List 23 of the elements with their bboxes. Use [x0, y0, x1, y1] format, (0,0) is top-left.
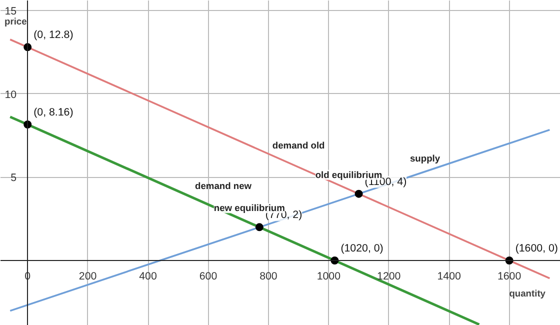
y-tick-label: 5	[10, 172, 17, 184]
point	[354, 190, 363, 198]
data-label: (0, 8.16)	[34, 106, 74, 118]
data-label: (1600, 0)	[515, 242, 558, 254]
line-series	[9, 128, 551, 312]
y-tick-label: 10	[4, 88, 17, 101]
series-label: demand old	[272, 140, 326, 150]
y-tick-label: 15	[4, 6, 17, 18]
x-tick-label: 1200	[377, 270, 401, 282]
x-tick-label: 800	[260, 270, 278, 282]
data-label: (0, 12.8)	[34, 29, 74, 42]
x-tick-label: 400	[139, 270, 157, 282]
x-tick-label: 200	[78, 270, 97, 282]
series-label: demand new	[195, 181, 252, 192]
x-tick-label: 1000	[316, 270, 341, 282]
x-axis-title: quantity	[509, 288, 546, 298]
x-tick-label: 1400	[437, 270, 462, 282]
y-axis-title: price	[4, 16, 27, 26]
x-tick-label: 600	[199, 270, 218, 282]
data-label: (1020, 0)	[340, 242, 384, 254]
point	[255, 223, 264, 232]
series-label: supply	[410, 153, 441, 164]
x-tick-label: 1600	[497, 270, 522, 282]
